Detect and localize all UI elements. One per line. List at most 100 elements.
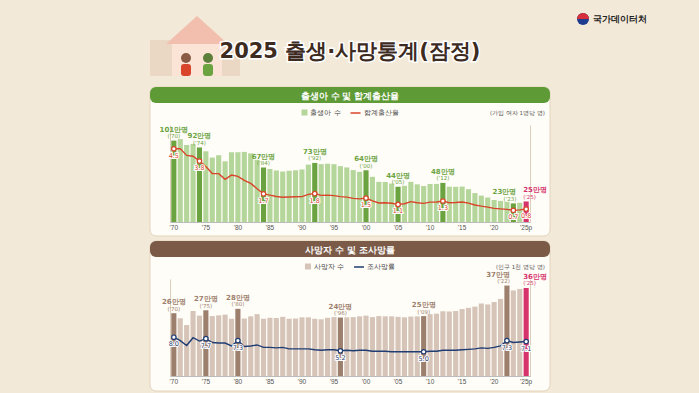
- x-tick-label: '85: [266, 378, 275, 385]
- bar: [325, 318, 330, 376]
- x-tick-label: '80: [234, 224, 243, 231]
- subtitle: (인구 1천 명당 명): [496, 264, 545, 270]
- marker: [441, 199, 445, 203]
- panel-header: [150, 241, 550, 257]
- logo: 국가데이터처: [577, 13, 647, 25]
- bar: [274, 318, 279, 376]
- building: [150, 40, 172, 76]
- bar: [223, 315, 228, 376]
- source: 국가데이터처: [593, 14, 647, 24]
- bar: [190, 311, 195, 376]
- bar: [376, 316, 381, 376]
- bar: [472, 307, 477, 376]
- x-tick: '25p: [520, 222, 532, 232]
- bar: [197, 147, 202, 222]
- bar: [210, 158, 215, 222]
- x-tick-label: '80: [234, 378, 243, 385]
- marker: [524, 207, 528, 211]
- x-tick: '20: [490, 376, 499, 385]
- bar: [524, 288, 529, 376]
- bar-label-note: ('00): [360, 163, 373, 169]
- bar: [338, 166, 343, 222]
- y2-axis-line: [530, 280, 531, 377]
- x-tick-label: '00: [362, 224, 371, 231]
- bar: [261, 168, 266, 222]
- x-tick: '15: [458, 376, 467, 385]
- bar: [389, 316, 394, 376]
- bar: [357, 316, 362, 376]
- bar: [331, 317, 336, 376]
- line-label: 1.3: [438, 204, 448, 212]
- bar: [383, 316, 388, 376]
- chart-title: 사망자 수 및 조사망률: [305, 245, 395, 255]
- legend-swatch: [301, 110, 307, 116]
- line-label: 0.7: [508, 213, 518, 221]
- bar: [242, 152, 247, 222]
- bar: [184, 145, 189, 222]
- bar-label-note: ('09): [417, 309, 430, 315]
- x-tick: '85: [266, 222, 275, 231]
- x-tick: '70: [170, 222, 179, 231]
- bar: [492, 200, 497, 222]
- x-axis-line: [171, 376, 531, 377]
- bar: [498, 299, 503, 376]
- bar-label-note: ('12): [436, 175, 449, 181]
- bar-label-note: ('05): [392, 179, 405, 185]
- x-tick: '80: [234, 222, 243, 231]
- y-axis-line: [170, 126, 171, 223]
- bar: [440, 311, 445, 376]
- bar: [325, 164, 330, 222]
- x-tick: '90: [298, 376, 307, 385]
- legend: 사망자 수 조사망률: [305, 263, 395, 271]
- x-tick: '95: [330, 222, 339, 231]
- line-label: 1.1: [393, 207, 403, 215]
- x-tick: '15: [458, 222, 467, 231]
- legend-item: 사망자 수: [305, 263, 344, 271]
- legend-label: 조사망률: [367, 263, 395, 271]
- title: 2025 출생·사망통계(잠정): [220, 39, 481, 63]
- legend-label: 합계출산율: [364, 109, 399, 117]
- line-label: 5.2: [335, 354, 345, 362]
- bar: [306, 165, 311, 222]
- plot-area: [171, 139, 528, 222]
- bar: [434, 314, 439, 376]
- line-label: 7.7: [201, 342, 211, 350]
- bar: [351, 170, 356, 222]
- x-tick: '00: [362, 222, 371, 231]
- marker: [421, 350, 425, 354]
- legend: 출생아 수합계출산율: [301, 109, 398, 117]
- bar: [447, 311, 452, 376]
- bar-label-note: ('74): [193, 140, 206, 146]
- person: [203, 64, 213, 76]
- bar: [440, 183, 445, 222]
- x-tick: '75: [202, 376, 211, 385]
- legend-item: 조사망률: [354, 263, 395, 271]
- emblem: [577, 13, 589, 25]
- marker: [313, 191, 317, 195]
- bar: [184, 325, 189, 376]
- x-tick: '95: [330, 376, 339, 385]
- person: [203, 53, 213, 63]
- bar: [280, 317, 285, 376]
- bar-label-note: ('96): [334, 310, 347, 316]
- x-tick-label: '25p: [520, 378, 532, 386]
- marker: [364, 196, 368, 200]
- line-label: 1.5: [361, 201, 371, 209]
- chart: 출생아 수 및 합계출산율(가임 여자 1명당 명)출생아 수합계출산율'70'…: [150, 87, 550, 236]
- x-tick-label: '75: [202, 378, 211, 385]
- bar: [319, 164, 324, 222]
- bar: [498, 201, 503, 222]
- bar: [492, 302, 497, 376]
- marker: [338, 349, 342, 353]
- bar-label-note: ('70): [167, 133, 180, 139]
- line-label: 7.3: [502, 344, 512, 352]
- chart: 사망자 수 및 조사망률(인구 1천 명당 명)사망자 수조사망률'70'75'…: [150, 241, 550, 391]
- marker: [261, 192, 265, 196]
- y-axis: [170, 126, 171, 223]
- bar: [415, 316, 420, 376]
- x-tick-label: '75: [202, 224, 211, 231]
- subtitle: (가임 여자 1명당 명): [490, 110, 545, 116]
- bar: [229, 152, 234, 222]
- bar: [485, 304, 490, 376]
- bar: [351, 317, 356, 376]
